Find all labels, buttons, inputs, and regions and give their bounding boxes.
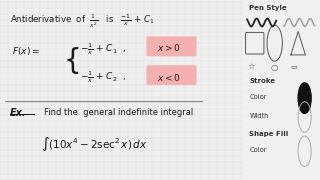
Text: Shape Fill: Shape Fill <box>249 131 289 137</box>
Text: Find the  general indefinite integral: Find the general indefinite integral <box>44 108 193 117</box>
Text: ○: ○ <box>270 63 277 72</box>
Text: ☆: ☆ <box>248 63 255 72</box>
Circle shape <box>298 83 311 113</box>
Text: Color: Color <box>249 147 267 153</box>
Text: $x < 0$: $x < 0$ <box>157 72 180 83</box>
FancyBboxPatch shape <box>147 65 196 85</box>
Text: $-\frac{1}{x}$ + $C_1$  ,: $-\frac{1}{x}$ + $C_1$ , <box>80 41 126 57</box>
Text: $\int (10x^4 - 2\sec^2 x)\, dx$: $\int (10x^4 - 2\sec^2 x)\, dx$ <box>41 135 148 153</box>
Text: Pen Style: Pen Style <box>249 5 287 11</box>
Text: $F(x) =$: $F(x) =$ <box>12 45 40 57</box>
FancyBboxPatch shape <box>147 36 196 56</box>
Text: $-\frac{1}{x}$ + $C_2$  ,: $-\frac{1}{x}$ + $C_2$ , <box>80 70 126 86</box>
Text: Antiderivative  of  $\frac{1}{x^2}$   is   $\frac{-1}{x}$ + $C_1$: Antiderivative of $\frac{1}{x^2}$ is $\f… <box>10 13 155 30</box>
Text: Color: Color <box>249 94 267 100</box>
Text: Stroke: Stroke <box>249 78 276 84</box>
Text: ▭: ▭ <box>291 63 298 69</box>
Text: Ex.: Ex. <box>10 108 26 118</box>
Text: $\{$: $\{$ <box>63 45 79 76</box>
Text: Width: Width <box>249 112 269 118</box>
Text: $x > 0$: $x > 0$ <box>157 42 180 53</box>
